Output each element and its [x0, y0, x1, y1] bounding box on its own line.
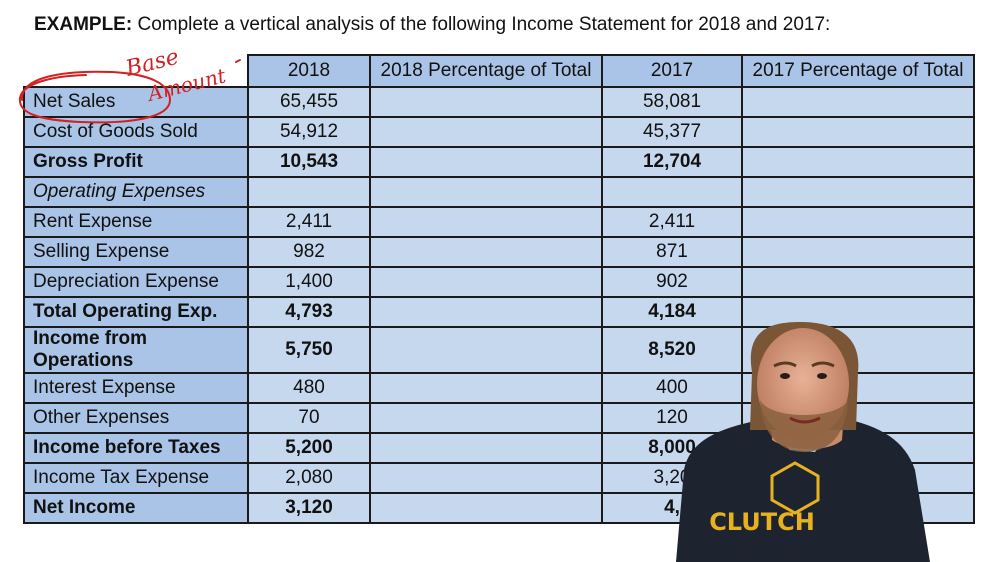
cell-2018: 4,793	[247, 296, 371, 328]
cell-2017: 4,184	[601, 296, 743, 328]
cell-2017: 400	[601, 372, 743, 404]
header-2018: 2018	[247, 54, 371, 88]
cell-2017	[601, 176, 743, 208]
presenter-eyebrows	[773, 361, 835, 368]
table-row: Depreciation Expense 1,400 902	[23, 266, 975, 298]
cell-2017-percentage	[741, 236, 975, 268]
cell-2017: 58,081	[601, 86, 743, 118]
cell-2017: 2,411	[601, 206, 743, 238]
cell-2018-percentage	[369, 296, 603, 328]
table-row: Operating Expenses	[23, 176, 975, 208]
row-label: Total Operating Exp.	[23, 296, 249, 328]
cell-2018-percentage	[369, 236, 603, 268]
cell-2018: 2,080	[247, 462, 371, 494]
cell-2018-percentage	[369, 432, 603, 464]
pointer-stroke	[235, 59, 241, 63]
income-statement-table: 2018 2018 Percentage of Total 2017 2017 …	[23, 54, 975, 524]
cell-2018: 2,411	[247, 206, 371, 238]
cell-2018: 480	[247, 372, 371, 404]
table-row: Selling Expense 982 871	[23, 236, 975, 268]
table-row: Income from Operations 5,750 8,520	[23, 326, 975, 374]
cell-2018-percentage	[369, 176, 603, 208]
table-row: Rent Expense 2,411 2,411	[23, 206, 975, 238]
cell-2018: 5,200	[247, 432, 371, 464]
table-row: Interest Expense 480 400	[23, 372, 975, 404]
cell-2017: 8,000	[601, 432, 743, 464]
row-label: Other Expenses	[23, 402, 249, 434]
row-label: Net Income	[23, 492, 249, 524]
cell-2018: 5,750	[247, 326, 371, 374]
cell-2018: 65,455	[247, 86, 371, 118]
cell-2018-percentage	[369, 266, 603, 298]
cell-2018-percentage	[369, 326, 603, 374]
row-label: Cost of Goods Sold	[23, 116, 249, 148]
cell-2018: 70	[247, 402, 371, 434]
cell-2018-percentage	[369, 492, 603, 524]
table-row: Net Sales 65,455 58,081	[23, 86, 975, 118]
cell-2018-percentage	[369, 372, 603, 404]
cell-2017: 902	[601, 266, 743, 298]
cell-2018-percentage	[369, 402, 603, 434]
row-label: Interest Expense	[23, 372, 249, 404]
cell-2018-percentage	[369, 462, 603, 494]
presenter-mouth	[789, 416, 821, 424]
row-label: Net Sales	[23, 86, 249, 118]
presenter-shirt	[676, 418, 930, 562]
cell-2018-percentage	[369, 206, 603, 238]
cell-2018: 3,120	[247, 492, 371, 524]
presenter-eye-left	[780, 373, 790, 379]
header-corner	[23, 54, 249, 88]
row-label: Rent Expense	[23, 206, 249, 238]
presenter-beard	[760, 400, 848, 452]
cell-2017: 45,377	[601, 116, 743, 148]
page-heading: EXAMPLE: Complete a vertical analysis of…	[34, 14, 830, 36]
cell-2018: 982	[247, 236, 371, 268]
table-row: Cost of Goods Sold 54,912 45,377	[23, 116, 975, 148]
header-2017: 2017	[601, 54, 743, 88]
cell-2017-percentage	[741, 206, 975, 238]
row-label: Gross Profit	[23, 146, 249, 178]
cell-2018: 1,400	[247, 266, 371, 298]
row-label: Operating Expenses	[23, 176, 249, 208]
cell-2017: 120	[601, 402, 743, 434]
table-row: Net Income 3,120 4,	[23, 492, 975, 524]
table-header-row: 2018 2018 Percentage of Total 2017 2017 …	[23, 54, 975, 88]
cell-2018-percentage	[369, 116, 603, 148]
row-label: Income from Operations	[23, 326, 249, 374]
circle-around-net-sales	[18, 70, 171, 124]
table-row: Total Operating Exp. 4,793 4,184	[23, 296, 975, 328]
cell-2017: 8,520	[601, 326, 743, 374]
cell-2018-percentage	[369, 146, 603, 178]
cell-2017-percentage	[741, 296, 975, 328]
cell-2017: 12,704	[601, 146, 743, 178]
cell-2018-percentage	[369, 86, 603, 118]
cell-2018: 10,543	[247, 146, 371, 178]
row-label: Selling Expense	[23, 236, 249, 268]
cell-2018: 54,912	[247, 116, 371, 148]
row-label: Income before Taxes	[23, 432, 249, 464]
row-label: Income Tax Expense	[23, 462, 249, 494]
cell-2017-percentage	[741, 176, 975, 208]
cell-2017-percentage	[741, 266, 975, 298]
shirt-logo-hexagon	[770, 461, 820, 515]
cell-2017-percentage	[741, 116, 975, 148]
shirt-logo-text: CLUTCH	[709, 508, 815, 536]
row-label: Depreciation Expense	[23, 266, 249, 298]
header-2018-percentage: 2018 Percentage of Total	[369, 54, 603, 88]
cell-2017-percentage	[741, 86, 975, 118]
presenter-face	[757, 328, 849, 440]
table-row: Income before Taxes 5,200 8,000	[23, 432, 975, 464]
presenter-eye-right	[817, 373, 827, 379]
table-row: Gross Profit 10,543 12,704	[23, 146, 975, 178]
cell-2017-percentage	[741, 146, 975, 178]
cell-2018	[247, 176, 371, 208]
header-2017-percentage: 2017 Percentage of Total	[741, 54, 975, 88]
heading-prefix: EXAMPLE:	[34, 14, 133, 35]
heading-text: Complete a vertical analysis of the foll…	[137, 14, 831, 35]
cell-2017: 871	[601, 236, 743, 268]
